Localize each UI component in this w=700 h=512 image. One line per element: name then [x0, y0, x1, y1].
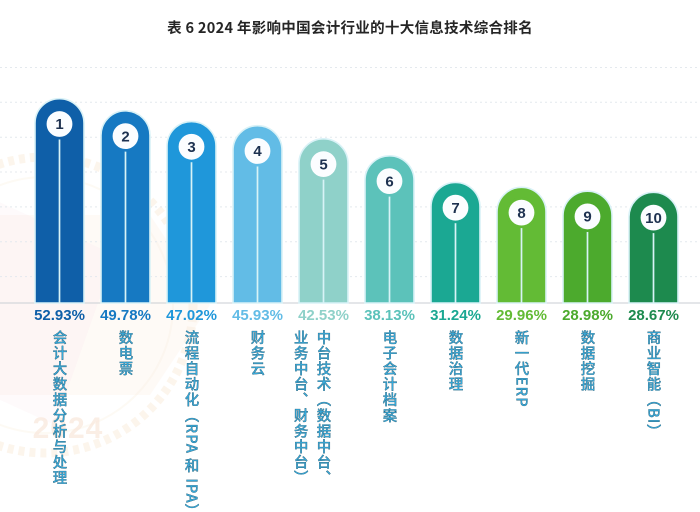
- svg-text:7: 7: [451, 200, 459, 217]
- svg-text:10: 10: [645, 210, 662, 227]
- svg-text:5: 5: [319, 156, 327, 173]
- svg-text:2: 2: [121, 128, 129, 145]
- svg-text:9: 9: [583, 209, 591, 226]
- svg-text:8: 8: [517, 205, 525, 222]
- svg-text:4: 4: [253, 143, 262, 160]
- svg-text:6: 6: [385, 173, 393, 190]
- svg-text:1: 1: [55, 116, 63, 133]
- svg-text:3: 3: [187, 139, 195, 156]
